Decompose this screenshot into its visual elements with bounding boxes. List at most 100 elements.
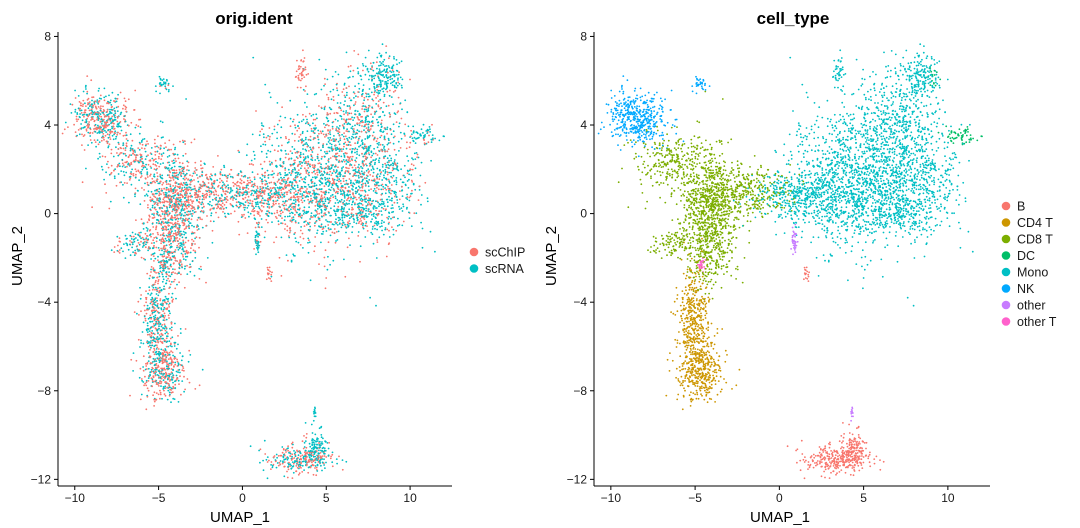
data-point xyxy=(99,113,102,115)
data-point xyxy=(154,85,157,87)
data-point xyxy=(168,280,171,283)
data-point xyxy=(386,171,389,174)
data-point xyxy=(244,204,247,207)
data-point xyxy=(349,65,352,67)
data-point xyxy=(381,229,383,232)
data-point xyxy=(284,179,286,181)
data-point xyxy=(140,175,143,177)
data-point xyxy=(144,319,147,322)
data-point xyxy=(333,170,335,173)
data-point xyxy=(352,193,354,196)
data-point xyxy=(375,97,377,99)
data-point xyxy=(171,391,174,394)
data-point xyxy=(182,214,185,217)
data-point xyxy=(77,129,80,131)
data-point xyxy=(152,351,155,353)
data-point xyxy=(308,221,311,224)
data-point xyxy=(354,109,357,112)
data-point xyxy=(102,105,104,108)
data-point xyxy=(149,302,152,305)
data-point xyxy=(184,253,187,255)
data-point xyxy=(170,379,173,381)
data-point xyxy=(216,207,218,210)
data-point xyxy=(184,231,187,234)
data-point xyxy=(323,108,326,111)
data-point xyxy=(249,202,251,205)
data-point xyxy=(378,141,380,144)
data-point xyxy=(381,80,384,82)
data-point xyxy=(301,454,304,457)
data-point xyxy=(87,126,89,129)
data-point xyxy=(363,215,366,217)
data-point xyxy=(192,172,195,175)
data-point xyxy=(388,94,391,97)
data-point xyxy=(290,172,293,175)
data-point xyxy=(381,43,384,46)
data-point xyxy=(232,185,235,187)
data-point xyxy=(114,168,116,171)
data-point xyxy=(162,241,165,244)
data-point xyxy=(313,185,316,187)
data-point xyxy=(392,174,395,177)
data-point xyxy=(71,103,74,106)
data-point xyxy=(154,286,157,289)
data-point xyxy=(172,179,175,181)
data-point xyxy=(302,144,304,147)
data-point xyxy=(175,347,178,350)
data-point xyxy=(115,146,117,149)
data-point xyxy=(326,93,328,96)
data-point xyxy=(328,212,330,214)
data-point xyxy=(259,240,262,243)
data-point xyxy=(157,255,159,258)
data-point xyxy=(354,124,356,127)
data-point xyxy=(163,372,166,375)
data-point xyxy=(394,113,397,115)
data-point xyxy=(351,135,353,138)
data-point xyxy=(289,164,292,167)
data-point xyxy=(376,137,379,140)
data-point xyxy=(349,144,352,147)
data-point xyxy=(183,228,186,231)
data-point xyxy=(173,355,176,358)
data-point xyxy=(240,182,243,185)
data-point xyxy=(286,193,288,196)
data-point xyxy=(388,154,391,157)
data-point xyxy=(321,458,324,460)
data-point xyxy=(284,149,287,152)
data-point xyxy=(340,210,343,213)
data-point xyxy=(159,92,161,95)
data-point xyxy=(201,218,203,221)
data-point xyxy=(165,244,168,247)
data-point xyxy=(96,101,98,103)
data-point xyxy=(382,170,385,172)
data-point xyxy=(318,162,321,165)
data-point xyxy=(350,138,353,140)
data-point xyxy=(362,105,365,107)
data-point xyxy=(356,179,359,182)
data-point xyxy=(162,152,165,155)
data-point xyxy=(344,225,347,228)
data-point xyxy=(251,133,254,136)
data-point xyxy=(121,158,124,161)
data-point xyxy=(109,99,112,102)
data-point xyxy=(344,183,346,186)
data-point xyxy=(352,136,355,139)
data-point xyxy=(144,375,146,378)
data-point xyxy=(300,167,302,170)
data-point xyxy=(193,179,195,181)
data-point xyxy=(432,137,434,140)
data-point xyxy=(161,260,163,262)
data-point xyxy=(369,144,372,147)
data-point xyxy=(170,401,172,404)
data-point xyxy=(373,147,375,150)
data-point xyxy=(221,202,224,205)
data-point xyxy=(154,374,157,377)
data-point xyxy=(113,107,116,110)
data-point xyxy=(376,56,379,59)
data-point xyxy=(98,97,101,100)
data-point xyxy=(303,185,306,188)
data-point xyxy=(147,389,150,392)
data-point xyxy=(398,198,401,201)
data-point xyxy=(398,205,400,208)
data-point xyxy=(181,254,184,256)
